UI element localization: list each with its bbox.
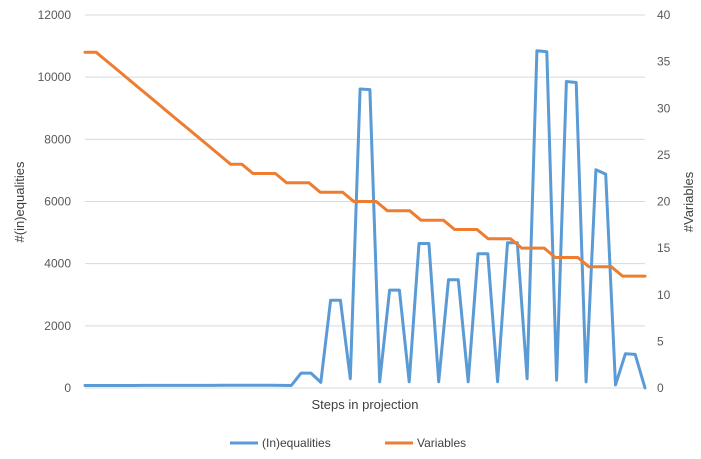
series-layer <box>83 49 647 390</box>
right-axis-ticks: 0 5 10 15 20 25 30 35 40 <box>657 8 671 395</box>
series-line-inequalities <box>83 49 647 390</box>
left-axis-ticks: 0 2000 4000 6000 8000 10000 12000 <box>38 8 72 395</box>
legend-item-variables: Variables <box>385 436 466 450</box>
y-axis-left-label: #(in)equalities <box>12 161 27 242</box>
legend: (In)equalities Variables <box>230 436 466 450</box>
y-right-tick-label: 35 <box>657 55 671 69</box>
y-right-tick-label: 15 <box>657 241 671 255</box>
y-right-tick-label: 5 <box>657 334 664 348</box>
legend-item-inequalities: (In)equalities <box>230 436 331 450</box>
y-right-tick-label: 30 <box>657 101 671 115</box>
legend-label-inequalities: (In)equalities <box>262 436 331 450</box>
y-left-tick-label: 2000 <box>44 319 71 333</box>
y-axis-right-label: #Variables <box>681 171 696 232</box>
y-right-tick-label: 25 <box>657 148 671 162</box>
series-line-variables <box>83 50 647 278</box>
y-left-tick-label: 6000 <box>44 195 71 209</box>
legend-label-variables: Variables <box>417 436 466 450</box>
y-left-tick-label: 10000 <box>38 70 72 84</box>
y-left-tick-label: 4000 <box>44 257 71 271</box>
gridlines <box>85 14 645 389</box>
y-right-tick-label: 0 <box>657 381 664 395</box>
y-right-tick-label: 20 <box>657 195 671 209</box>
y-left-tick-label: 12000 <box>38 8 72 22</box>
y-right-tick-label: 40 <box>657 8 671 22</box>
y-left-tick-label: 8000 <box>44 132 71 146</box>
y-right-tick-label: 10 <box>657 288 671 302</box>
x-axis-label: Steps in projection <box>312 397 419 412</box>
y-left-tick-label: 0 <box>64 381 71 395</box>
